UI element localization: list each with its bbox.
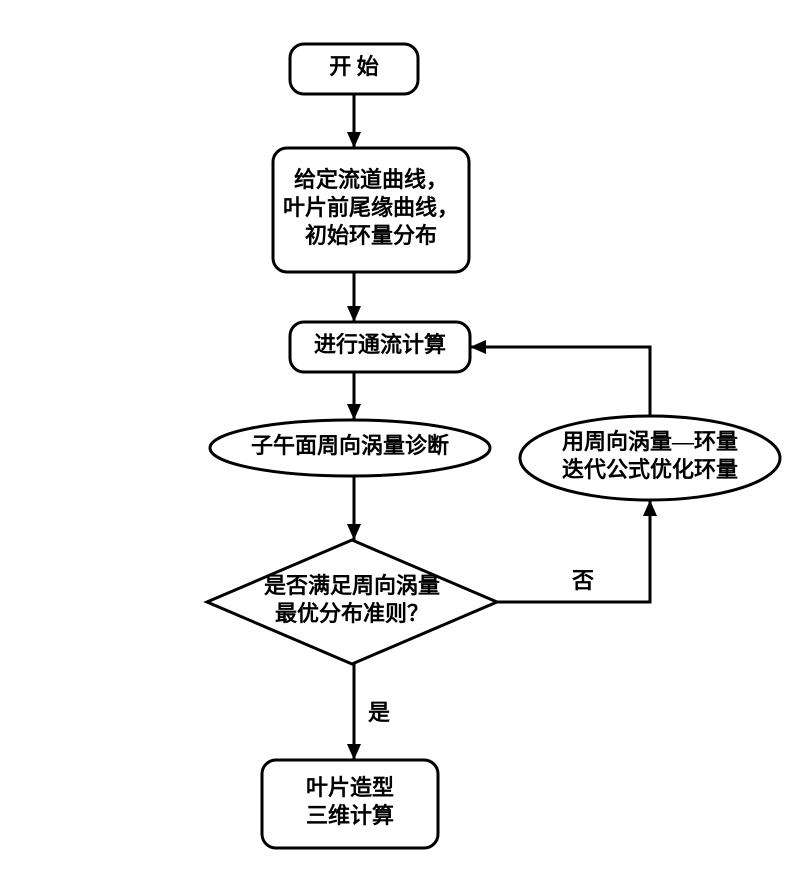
svg-text:子午面周向涡量诊断: 子午面周向涡量诊断 <box>251 433 449 458</box>
svg-text:迭代公式优化环量: 迭代公式优化环量 <box>562 457 738 482</box>
svg-text:初始环量分布: 初始环量分布 <box>305 223 437 248</box>
svg-text:进行通流计算: 进行通流计算 <box>314 332 446 357</box>
svg-text:叶片前尾缘曲线，: 叶片前尾缘曲线， <box>283 195 459 220</box>
svg-text:开 始: 开 始 <box>329 54 379 79</box>
svg-text:三维计算: 三维计算 <box>306 803 394 828</box>
svg-text:用周向涡量—环量: 用周向涡量—环量 <box>562 429 738 454</box>
svg-text:给定流道曲线，: 给定流道曲线， <box>294 167 448 192</box>
svg-text:最优分布准则？: 最优分布准则？ <box>275 601 429 626</box>
edge-label-5: 否 <box>571 568 594 593</box>
edge-6 <box>470 347 650 416</box>
svg-text:是否满足周向涡量: 是否满足周向涡量 <box>264 573 440 598</box>
edge-label-4: 是 <box>368 700 390 725</box>
svg-text:叶片造型: 叶片造型 <box>306 775 394 800</box>
